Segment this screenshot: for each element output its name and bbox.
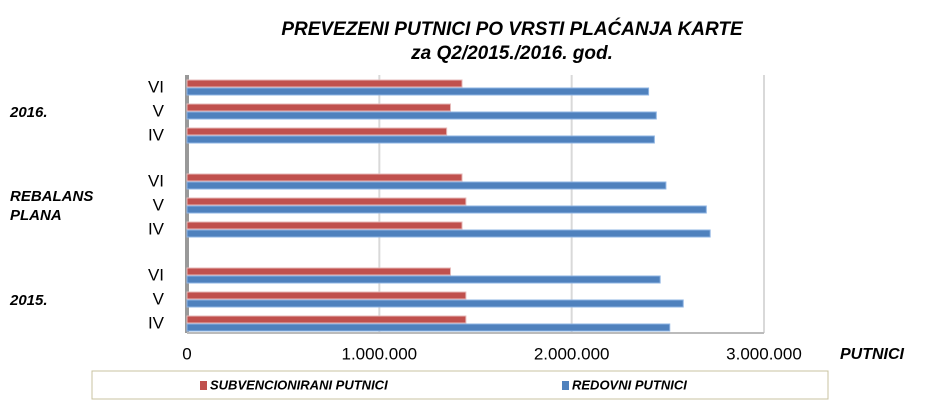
bar: [186, 79, 463, 88]
bar: [186, 229, 711, 238]
legend-box: [91, 370, 829, 400]
bar: [186, 291, 467, 300]
bar: [186, 197, 467, 206]
x-tick-label: 2.000.000: [534, 344, 610, 363]
group-label: 2016.: [10, 103, 48, 121]
bar: [186, 267, 451, 276]
legend-swatch: [200, 381, 207, 390]
bar: [186, 275, 661, 284]
y-tick-label: VI: [148, 77, 164, 96]
y-tick-label: V: [153, 289, 165, 308]
bar: [186, 127, 448, 136]
bar: [186, 173, 463, 182]
bar: [186, 315, 467, 324]
x-axis-label: PUTNICI: [840, 346, 905, 363]
y-tick-label: IV: [148, 219, 165, 238]
bar: [186, 299, 684, 308]
x-tick-label: 1.000.000: [342, 344, 418, 363]
chart-subtitle: za Q2/2015./2016. god.: [410, 43, 613, 64]
x-tick-label: 0: [182, 344, 191, 363]
bar: [186, 221, 463, 230]
bar: [186, 181, 667, 190]
y-tick-label: V: [153, 101, 165, 120]
legend-label: SUBVENCIONIRANI PUTNICI: [210, 377, 388, 392]
group-label: 2015.: [10, 291, 48, 309]
bar: [186, 103, 451, 112]
bar: [186, 111, 657, 120]
y-tick-label: V: [153, 195, 165, 214]
group-label: REBALANS PLANA: [10, 188, 94, 224]
legend-label: REDOVNI PUTNICI: [572, 377, 687, 392]
legend-swatch: [562, 381, 569, 390]
y-tick-label: VI: [148, 171, 164, 190]
bar: [186, 87, 650, 96]
bar: [186, 135, 655, 144]
bar: [186, 205, 707, 214]
y-tick-label: VI: [148, 265, 164, 284]
chart-title: PREVEZENI PUTNICI PO VRSTI PLAĆANJA KART…: [281, 18, 744, 40]
bar: [186, 323, 671, 332]
y-tick-label: IV: [148, 125, 165, 144]
y-tick-label: IV: [148, 313, 165, 332]
x-tick-label: 3.000.000: [726, 344, 802, 363]
